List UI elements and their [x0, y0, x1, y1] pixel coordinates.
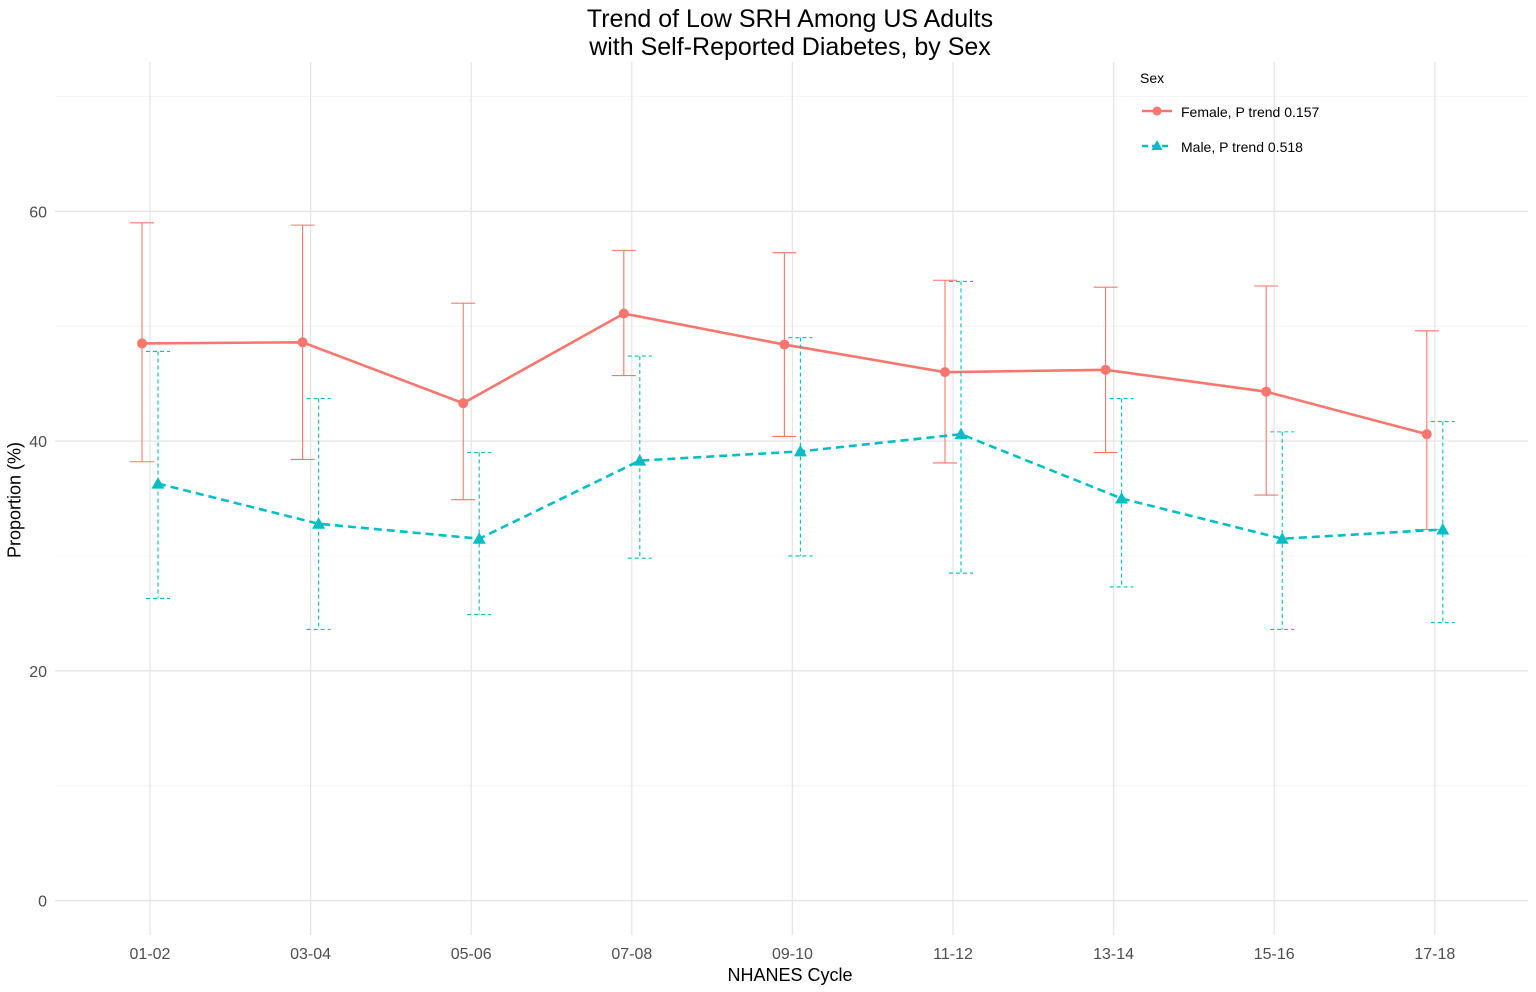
legend-title: Sex — [1140, 70, 1165, 86]
chart-title: Trend of Low SRH Among US Adults — [586, 5, 994, 33]
x-tick-label: 07-08 — [611, 946, 652, 963]
y-axis-label: Proportion (%) — [4, 441, 25, 559]
grid — [55, 62, 1528, 935]
point-male — [1115, 492, 1129, 504]
x-tick-label: 13-14 — [1093, 946, 1134, 963]
legend-label-female: Female, P trend 0.157 — [1181, 104, 1320, 120]
errorbar-male — [788, 337, 813, 557]
point-male — [1436, 523, 1450, 535]
point-male — [151, 477, 165, 489]
point-male — [633, 454, 647, 466]
y-tick-label: 0 — [38, 894, 47, 911]
point-male — [472, 532, 486, 544]
point-female — [1261, 386, 1272, 397]
point-male — [312, 517, 326, 529]
y-axis-ticks: 0 20 40 60 — [29, 204, 47, 910]
x-tick-label: 11-12 — [933, 946, 973, 963]
x-axis-label: NHANES Cycle — [727, 965, 853, 985]
point-female — [297, 337, 308, 348]
point-female — [137, 338, 147, 349]
point-female — [779, 339, 790, 350]
point-female — [1100, 364, 1111, 375]
errorbar-male — [1270, 431, 1295, 631]
x-tick-label: 01-02 — [130, 946, 171, 963]
x-tick-label: 09-10 — [772, 946, 813, 963]
point-female — [1421, 429, 1432, 440]
y-tick-label: 40 — [29, 434, 47, 451]
series-female — [130, 222, 1439, 531]
y-tick-label: 20 — [29, 664, 47, 681]
errorbar-male — [146, 350, 170, 599]
point-female — [458, 398, 469, 409]
point-male — [954, 427, 968, 440]
errorbar-male — [949, 280, 973, 574]
x-tick-label: 05-06 — [451, 946, 492, 963]
point-female — [618, 308, 629, 319]
legend-key-male-icon — [1142, 140, 1172, 150]
legend-label-male: Male, P trend 0.518 — [1181, 139, 1303, 155]
series-layer — [130, 222, 1455, 631]
series-male — [146, 280, 1455, 631]
errorbar-male — [306, 398, 331, 631]
point-male — [1275, 532, 1289, 544]
x-tick-label: 15-16 — [1254, 946, 1295, 963]
x-tick-label: 03-04 — [290, 946, 331, 963]
errorbar-male — [1430, 420, 1455, 624]
point-male — [793, 444, 807, 457]
x-tick-label: 17-18 — [1414, 946, 1455, 963]
y-tick-label: 60 — [29, 204, 47, 221]
legend-key-female-icon — [1142, 106, 1172, 116]
point-female — [940, 367, 950, 378]
chart-subtitle: with Self-Reported Diabetes, by Sex — [589, 33, 991, 61]
x-axis-ticks: 01-02 03-04 05-06 07-08 09-10 11-12 13-14 15-16… — [130, 946, 1456, 963]
